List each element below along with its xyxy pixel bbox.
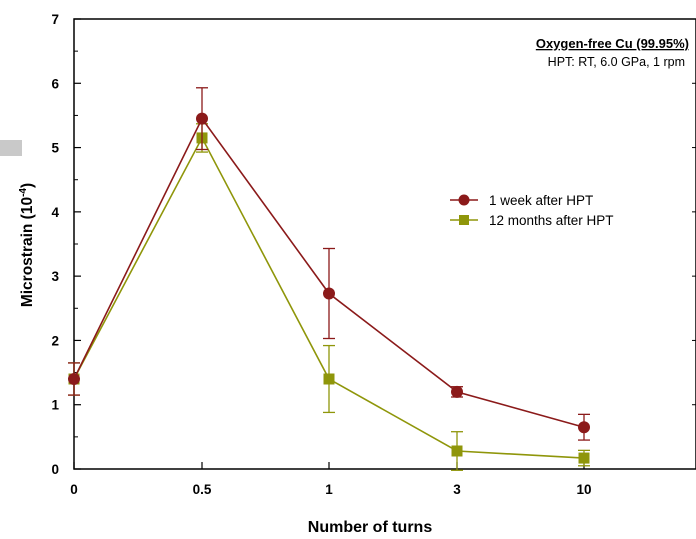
y-axis-label: Microstrain (10-4) (18, 183, 36, 307)
y-axis-label-main: Microstrain (10 (19, 197, 36, 307)
legend-item-series-1: 1 week after HPT (450, 193, 593, 208)
data-point-square (578, 452, 590, 464)
legend-label-series-1: 1 week after HPT (489, 193, 593, 208)
data-point-circle (68, 373, 80, 385)
y-axis-label-close: ) (19, 183, 36, 188)
x-axis-label: Number of turns (308, 519, 433, 536)
x-axis-ticks: 0 0.5 1 3 10 (70, 462, 592, 497)
y-axis-ticks: 0 1 2 3 4 5 6 7 (51, 12, 696, 477)
x-tick-label: 10 (576, 482, 591, 497)
legend: 1 week after HPT 12 months after HPT (450, 193, 614, 228)
legend-marker-square (459, 215, 469, 225)
series-layer (68, 87, 590, 471)
plot-frame (73, 18, 696, 470)
chart-subtitle: HPT: RT, 6.0 GPa, 1 rpm (548, 55, 685, 69)
y-tick-label: 6 (51, 76, 59, 91)
data-point-square (451, 445, 463, 457)
y-tick-label: 7 (51, 12, 59, 27)
legend-marker-circle (458, 194, 470, 206)
y-tick-label: 0 (51, 462, 59, 477)
chart-title: Oxygen-free Cu (99.95%) (536, 36, 689, 51)
y-axis-label-exponent: -4 (18, 188, 29, 197)
data-point-circle (323, 287, 335, 300)
y-tick-label: 2 (51, 333, 59, 348)
side-gray-tab (0, 140, 22, 156)
x-tick-label: 3 (453, 482, 461, 497)
y-tick-label: 4 (51, 205, 59, 220)
data-point-circle (196, 112, 208, 125)
x-tick-label: 0 (70, 482, 78, 497)
y-tick-label: 3 (51, 269, 59, 284)
legend-item-series-2: 12 months after HPT (450, 213, 614, 228)
data-point-circle (451, 385, 463, 398)
data-point-square (323, 373, 335, 385)
data-point-circle (578, 421, 590, 434)
legend-label-series-2: 12 months after HPT (489, 213, 614, 228)
y-tick-label: 5 (51, 141, 59, 156)
y-tick-label: 1 (51, 398, 59, 413)
x-tick-label: 1 (325, 482, 333, 497)
x-tick-label: 0.5 (193, 482, 212, 497)
